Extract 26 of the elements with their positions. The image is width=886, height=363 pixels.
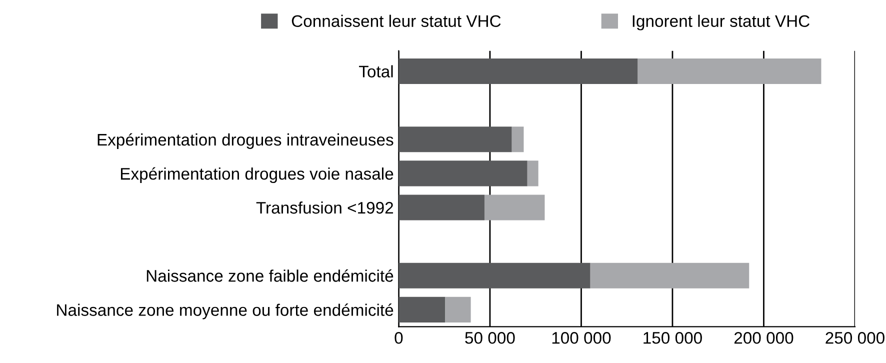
bar <box>398 262 590 288</box>
x-tick-label: 200 000 <box>734 332 794 344</box>
bar <box>638 58 822 84</box>
legend-label: Connaissent leur statut VHC <box>292 14 501 28</box>
y-tick-label: Expérimentation drogues intraveineuses <box>98 133 394 149</box>
bar <box>527 160 538 186</box>
x-tick-label: 250 000 <box>826 332 884 344</box>
x-tick-label: 0 <box>394 332 403 344</box>
y-tick-label: Transfusion <1992 <box>256 201 394 214</box>
bar <box>445 296 471 322</box>
y-tick-label: Total <box>359 65 393 78</box>
y-tick-label: Naissance zone faible endémicité <box>146 269 394 282</box>
bar <box>484 194 545 220</box>
x-tick-label: 150 000 <box>644 332 702 344</box>
y-tick-label: Expérimentation drogues voie nasale <box>120 167 394 184</box>
bar <box>398 58 638 84</box>
bar <box>512 126 524 152</box>
bar <box>398 194 484 220</box>
bar <box>398 296 446 322</box>
legend-label: Ignorent leur statut VHC <box>632 14 810 30</box>
x-tick-label: 100 000 <box>552 332 611 344</box>
y-tick-label: Naissance zone moyenne ou forte endémicité <box>57 304 394 320</box>
x-tick-label: 50 000 <box>465 332 515 344</box>
bar <box>398 160 528 186</box>
bar <box>398 126 512 152</box>
bar <box>590 262 750 288</box>
